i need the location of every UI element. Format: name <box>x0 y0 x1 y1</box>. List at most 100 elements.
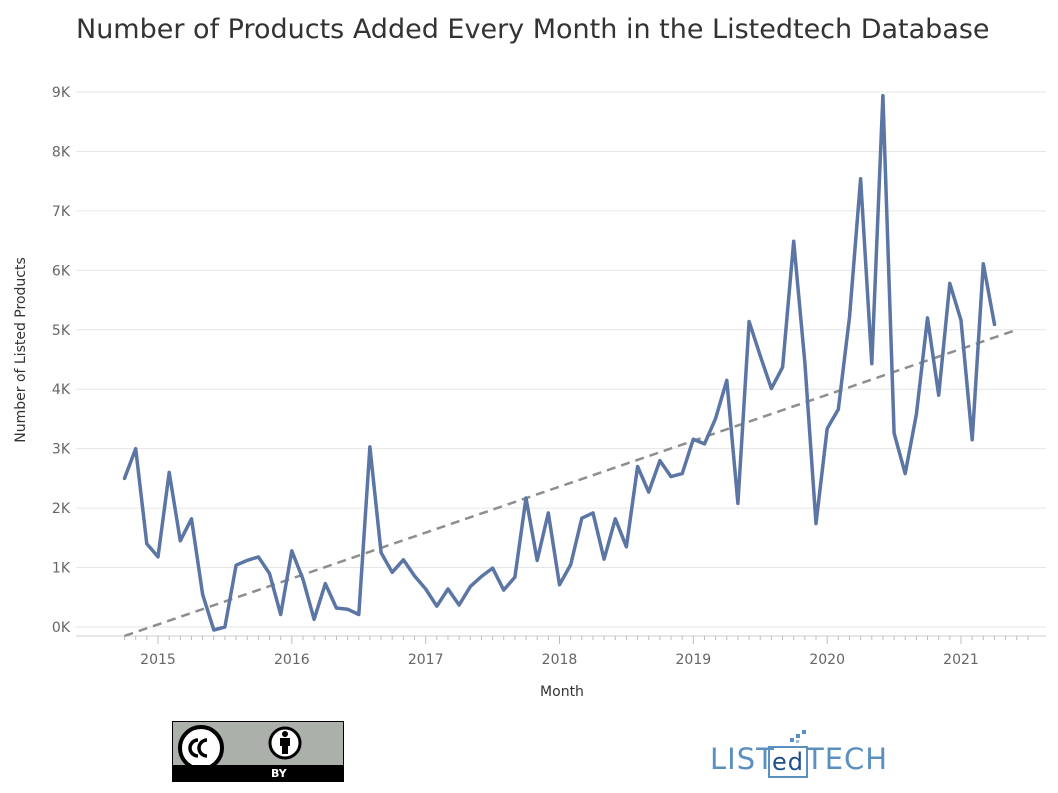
y-tick-label: 2K <box>52 501 71 517</box>
y-tick-label: 1K <box>52 561 71 577</box>
data-point <box>335 606 338 609</box>
y-axis-label: Number of Listed Products <box>13 257 29 443</box>
data-point <box>748 320 751 323</box>
chart-title: Number of Products Added Every Month in … <box>76 14 990 45</box>
data-point <box>848 316 851 319</box>
data-point <box>558 583 561 586</box>
data-point <box>212 628 215 631</box>
data-point <box>268 572 271 575</box>
x-axis-label: Month <box>540 684 584 700</box>
data-point <box>926 316 929 319</box>
data-point <box>525 497 528 500</box>
person-icon <box>268 726 302 760</box>
x-axis: 2015 2016 2017 2018 2019 2020 2021 <box>76 635 1046 668</box>
data-point <box>257 555 260 558</box>
data-point <box>948 282 951 285</box>
data-point <box>993 323 996 326</box>
data-point <box>458 604 461 607</box>
data-point <box>625 545 628 548</box>
logo-text-ed: ed <box>768 746 808 778</box>
data-point <box>235 564 238 567</box>
data-point <box>714 417 717 420</box>
listedtech-logo: LIST ed TECH <box>710 730 887 780</box>
data-point <box>670 475 673 478</box>
trend-layer <box>124 328 1018 638</box>
data-point <box>614 517 617 520</box>
data-point <box>223 626 226 629</box>
data-point <box>357 613 360 616</box>
data-point <box>971 438 974 441</box>
data-point <box>870 362 873 365</box>
data-point <box>168 471 171 474</box>
data-point <box>413 574 416 577</box>
y-tick-label: 3K <box>52 442 71 458</box>
y-tick-label: 0K <box>52 620 71 636</box>
by-label: BY <box>271 767 287 780</box>
data-point <box>603 558 606 561</box>
data-point <box>145 542 148 545</box>
data-point <box>513 576 516 579</box>
data-point <box>301 578 304 581</box>
data-point <box>290 549 293 552</box>
y-tick-label: 7K <box>52 204 71 220</box>
x-tick-label: 2015 <box>140 652 176 668</box>
data-point <box>569 563 572 566</box>
data-point <box>770 387 773 390</box>
data-point <box>246 559 249 562</box>
data-point <box>915 413 918 416</box>
x-tick-label: 2020 <box>809 652 845 668</box>
y-axis-ticks: 0K 1K 2K 3K 4K 5K 6K 7K 8K 9K <box>52 85 71 636</box>
data-point <box>636 465 639 468</box>
data-point <box>380 551 383 554</box>
data-point <box>803 362 806 365</box>
data-point <box>647 491 650 494</box>
x-tick-label: 2021 <box>943 652 979 668</box>
data-point <box>391 571 394 574</box>
data-point <box>815 522 818 525</box>
data-point <box>134 447 137 450</box>
x-tick-label: 2018 <box>542 652 578 668</box>
data-point <box>201 593 204 596</box>
logo-text-list: LIST <box>710 742 775 776</box>
trend-line <box>124 328 1018 638</box>
data-point <box>536 559 539 562</box>
data-point <box>368 445 371 448</box>
data-point <box>179 539 182 542</box>
data-point <box>123 477 126 480</box>
series-line <box>122 93 997 632</box>
y-tick-label: 8K <box>52 144 71 160</box>
data-point <box>547 511 550 514</box>
data-point <box>190 517 193 520</box>
data-point <box>792 240 795 243</box>
data-point <box>703 442 706 445</box>
y-tick-label: 6K <box>52 263 71 279</box>
data-point <box>658 459 661 462</box>
data-point <box>837 408 840 411</box>
data-point <box>937 394 940 397</box>
x-tick-label: 2017 <box>408 652 444 668</box>
data-point <box>881 94 884 97</box>
data-point <box>904 472 907 475</box>
logo-text-tech: TECH <box>806 742 889 776</box>
y-tick-label: 4K <box>52 382 71 398</box>
data-point <box>736 502 739 505</box>
data-point <box>960 319 963 322</box>
gridlines <box>76 91 1046 628</box>
data-point <box>982 262 985 265</box>
data-point <box>446 587 449 590</box>
data-point <box>313 618 316 621</box>
series-layer <box>122 93 997 632</box>
data-point <box>157 555 160 558</box>
y-tick-label: 5K <box>52 323 71 339</box>
data-point <box>435 605 438 608</box>
data-point <box>692 438 695 441</box>
data-point <box>781 366 784 369</box>
data-point <box>859 177 862 180</box>
data-point <box>424 587 427 590</box>
data-point <box>324 582 327 585</box>
data-point <box>580 517 583 520</box>
cc-by-badge: BY <box>172 721 344 782</box>
data-point <box>491 567 494 570</box>
data-point <box>402 558 405 561</box>
